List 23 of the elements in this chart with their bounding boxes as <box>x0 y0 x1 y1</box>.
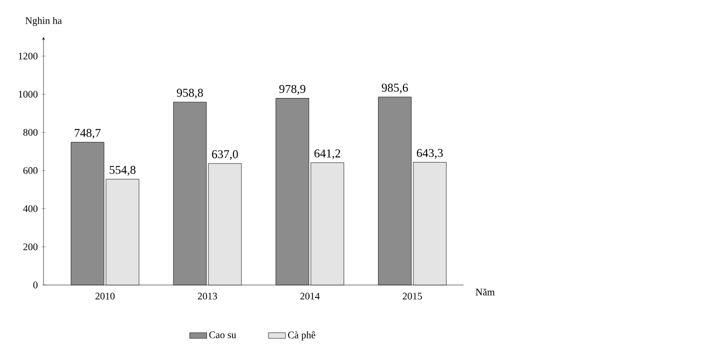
y-tick-label: 200 <box>23 243 38 250</box>
y-tick-label: 800 <box>23 129 38 136</box>
data-label: 641,2 <box>314 149 340 160</box>
x-tick-label: 2013 <box>198 292 218 300</box>
data-label: 958,8 <box>176 88 203 99</box>
data-label: 554,8 <box>110 166 136 176</box>
y-tick-label: 1200 <box>18 52 38 60</box>
legend-label: Cà phê <box>288 331 316 340</box>
x-tick-label: 2014 <box>300 292 320 300</box>
y-axis-title: Nghìn ha <box>25 16 62 26</box>
legend-label: Cao su <box>209 332 236 338</box>
x-axis-title: Năm <box>476 288 495 296</box>
y-tick-label: 1000 <box>18 90 38 98</box>
data-label: 637,0 <box>212 150 238 160</box>
y-tick-label: 400 <box>23 205 38 212</box>
y-tick-label: 600 <box>23 167 38 174</box>
x-tick-label: 2015 <box>402 292 422 300</box>
data-label: 985,6 <box>382 84 408 94</box>
data-label: 978,9 <box>279 84 306 95</box>
x-tick-label: 2010 <box>95 292 115 300</box>
data-label: 643,3 <box>416 148 443 159</box>
data-label: 748,7 <box>74 128 101 139</box>
y-tick-label: 0 <box>33 282 38 288</box>
